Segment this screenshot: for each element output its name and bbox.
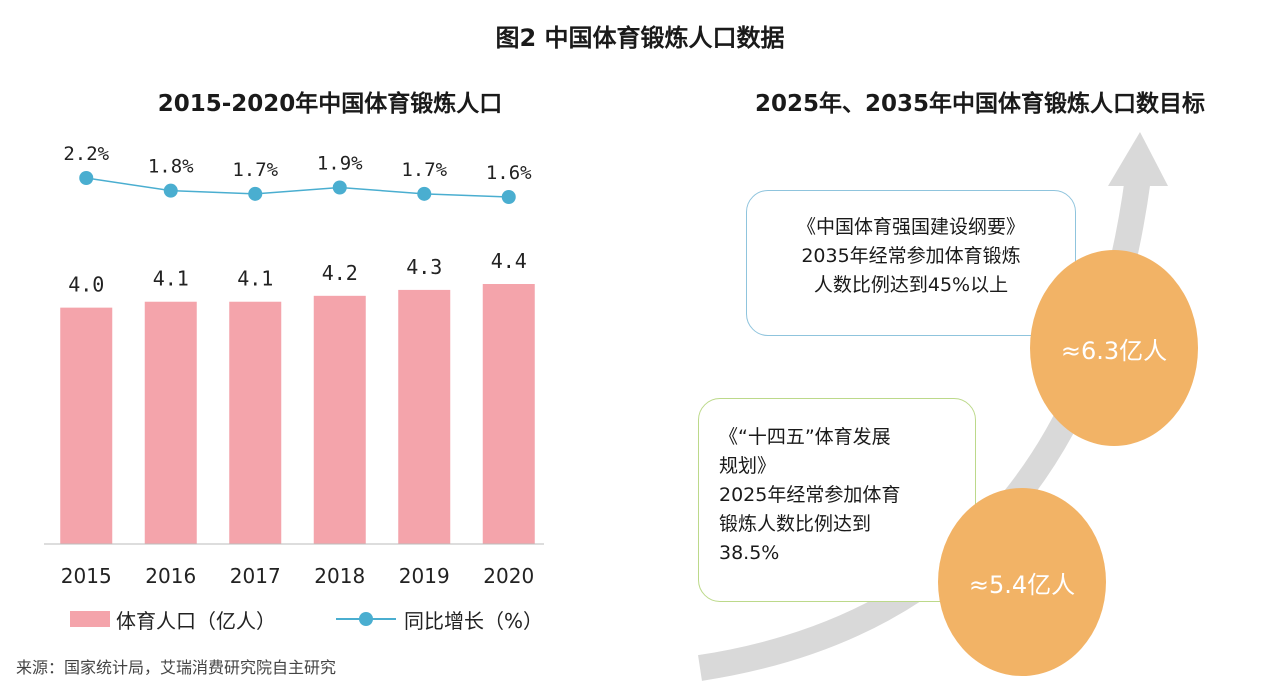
page-title: 图2 中国体育锻炼人口数据 <box>495 24 785 52</box>
bar <box>482 284 535 544</box>
line-value-label: 1.7% <box>401 159 447 181</box>
bar <box>229 301 282 544</box>
x-tick-label: 2015 <box>61 564 112 588</box>
x-tick-label: 2018 <box>314 564 365 588</box>
line-value-label: 1.8% <box>148 156 194 178</box>
line-point <box>417 186 432 201</box>
x-tick-label: 2017 <box>230 564 281 588</box>
x-tick-label: 2016 <box>145 564 196 588</box>
legend-item-line: 同比增长（%） <box>404 604 543 634</box>
line-point <box>248 186 263 201</box>
callout-2025-line: 锻炼人数比例达到 <box>719 513 872 535</box>
source-note: 来源：国家统计局，艾瑞消费研究院自主研究 <box>16 658 337 677</box>
line-point <box>501 190 516 204</box>
callout-2035-line: 《中国体育强国建设纲要》 <box>796 216 1025 238</box>
callout-2025-line: 2025年经常参加体育 <box>719 484 901 506</box>
legend-line-label: 同比增长（%） <box>404 608 544 633</box>
callout-2025-goal: 《“十四五”体育发展 规划》 2025年经常参加体育 锻炼人数比例达到 38.5… <box>698 398 976 602</box>
line-series <box>79 171 516 204</box>
legend-line-marker <box>359 612 373 626</box>
line-value-label: 1.9% <box>317 153 363 175</box>
x-tick-labels: 2015 2016 2017 2018 2019 2020 <box>61 564 534 588</box>
callout-2035-line: 2035年经常参加体育锻炼 <box>801 245 1021 267</box>
line-point <box>332 180 347 195</box>
bubble-2035-value: ≈6.3亿人 <box>1030 250 1198 446</box>
bar-value-label: 4.3 <box>406 255 442 279</box>
bar-value-label: 4.1 <box>153 267 189 291</box>
bar-series <box>60 284 535 544</box>
line-value-label: 1.6% <box>486 162 532 184</box>
bar <box>398 289 451 544</box>
x-tick-label: 2020 <box>483 564 534 588</box>
callout-2025-line: 38.5% <box>719 542 780 564</box>
bubble-2025-value: ≈5.4亿人 <box>938 488 1106 676</box>
line-value-label: 2.2% <box>63 143 109 165</box>
line-value-label: 1.7% <box>232 159 278 181</box>
callout-2025-line: 规划》 <box>719 455 777 477</box>
targets-title: 2025年、2035年中国体育锻炼人口数目标 <box>754 91 1206 117</box>
bar-value-label: 4.1 <box>237 267 273 291</box>
bar <box>144 301 197 544</box>
data-labels: 4.0 2.2% 4.1 1.8% 4.1 1.7% 4.2 1.9% 4.3 1.7% 4.4 1.… <box>63 143 532 297</box>
bar <box>60 307 113 544</box>
bar-value-label: 4.2 <box>322 261 358 285</box>
chart-title: 2015-2020年中国体育锻炼人口 <box>157 91 503 117</box>
line-path <box>86 177 509 198</box>
callout-2035-goal: 《中国体育强国建设纲要》 2035年经常参加体育锻炼 人数比例达到45%以上 <box>746 190 1076 336</box>
legend-bar-swatch <box>70 611 110 627</box>
line-point <box>163 183 178 198</box>
bar <box>313 295 366 544</box>
line-point <box>79 171 94 185</box>
bar-value-label: 4.4 <box>491 249 527 273</box>
growth-arrow-head <box>1108 132 1168 186</box>
x-tick-label: 2019 <box>399 564 450 588</box>
legend-item-bar: 体育人口（亿人） <box>70 604 276 634</box>
bar-value-label: 4.0 <box>68 273 104 297</box>
legend-bar-label: 体育人口（亿人） <box>116 608 276 633</box>
callout-2035-line: 人数比例达到45%以上 <box>813 274 1009 296</box>
callout-2025-line: 《“十四五”体育发展 <box>719 426 891 448</box>
